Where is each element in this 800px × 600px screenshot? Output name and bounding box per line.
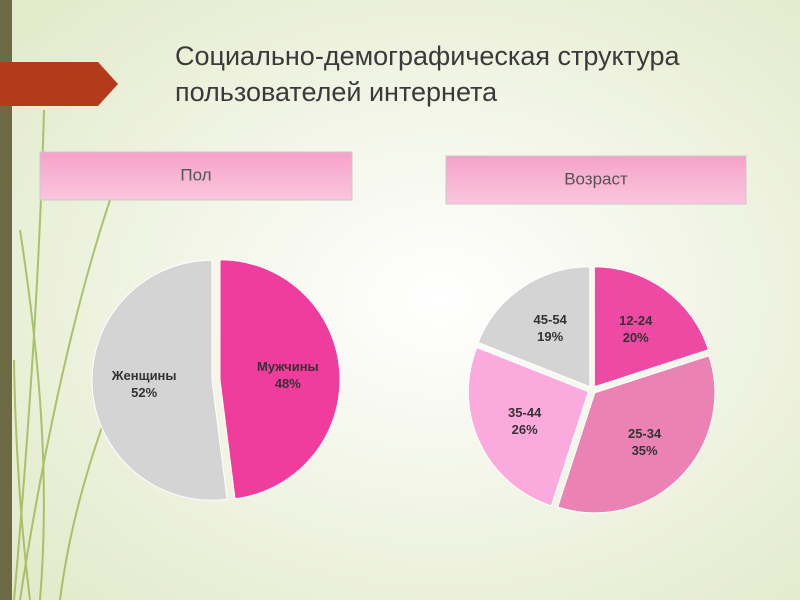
slice-label: Мужчины	[257, 359, 319, 374]
slice-label: 35-44	[508, 405, 542, 420]
slice-value-label: 20%	[623, 330, 649, 345]
slice-value-label: 52%	[131, 385, 157, 400]
pie-slice	[467, 346, 590, 507]
pie-slice	[557, 355, 716, 514]
slice-label: 45-54	[534, 312, 568, 327]
slice-label: 25-34	[628, 426, 662, 441]
slice-label: 12-24	[619, 313, 653, 328]
chart-title: Возраст	[564, 169, 628, 188]
slide-title: Социально-демографическая структура поль…	[175, 41, 680, 107]
chart-header-box	[39, 151, 353, 201]
chart-header-box	[445, 155, 747, 205]
pie-slice	[219, 259, 341, 500]
title-arrow	[0, 62, 118, 106]
pie-slice	[91, 259, 228, 501]
side-stripe	[0, 0, 12, 600]
slice-value-label: 19%	[537, 329, 563, 344]
slice-value-label: 26%	[512, 422, 538, 437]
slice-value-label: 48%	[275, 376, 301, 391]
slice-label: Женщины	[111, 368, 177, 383]
chart-title: Пол	[180, 165, 211, 184]
pie-slice	[593, 266, 710, 388]
pie-slice	[477, 266, 591, 388]
slice-value-label: 35%	[632, 443, 658, 458]
